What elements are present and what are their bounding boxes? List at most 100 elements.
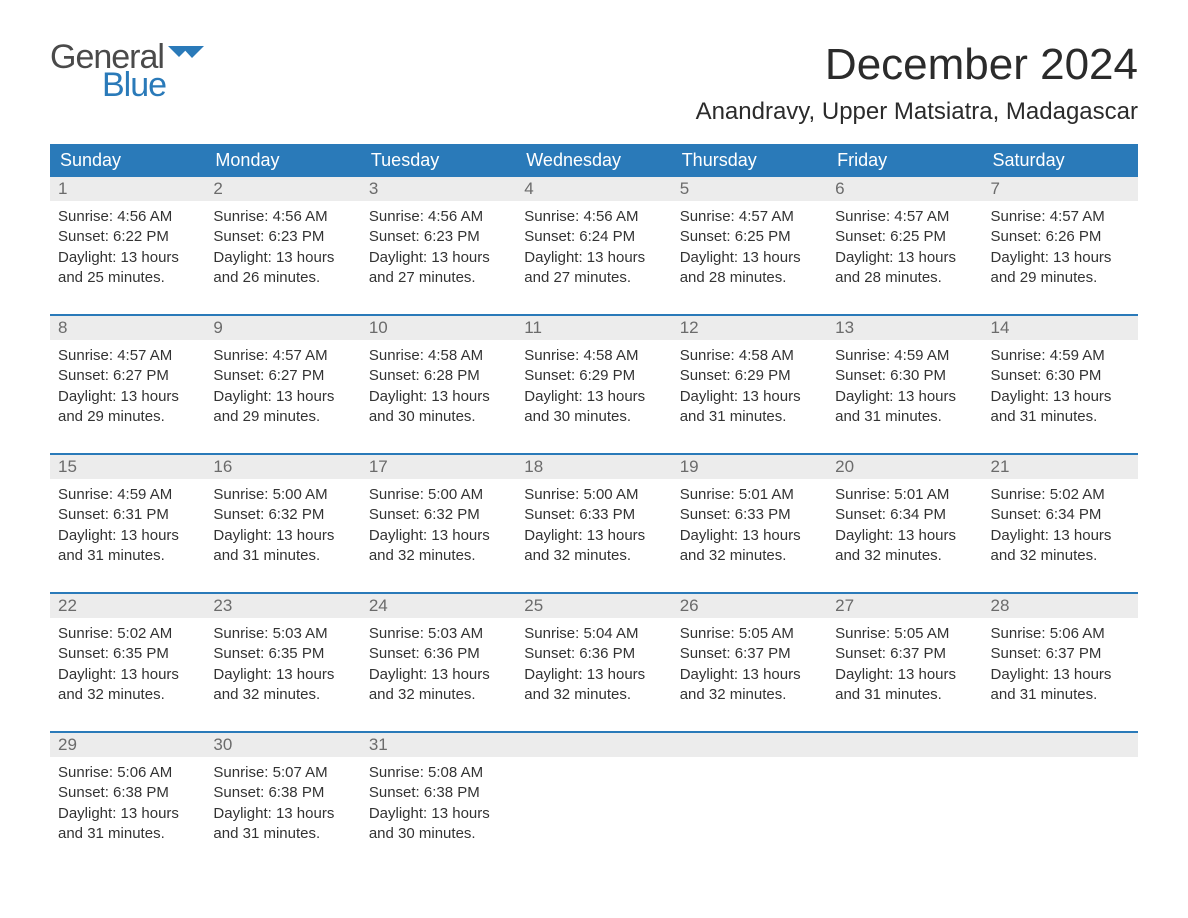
day-details: Sunrise: 4:58 AMSunset: 6:28 PMDaylight:… [361, 340, 516, 435]
detail-sr: Sunrise: 4:58 AM [369, 346, 508, 366]
detail-ss: Sunset: 6:38 PM [58, 783, 197, 803]
detail-d1: Daylight: 13 hours [680, 387, 819, 407]
day-number: 24 [361, 594, 516, 618]
detail-d1: Daylight: 13 hours [369, 248, 508, 268]
detail-d2: and 29 minutes. [58, 407, 197, 427]
detail-ss: Sunset: 6:37 PM [991, 644, 1130, 664]
day-details: Sunrise: 4:58 AMSunset: 6:29 PMDaylight:… [672, 340, 827, 435]
calendar-cell: 25Sunrise: 5:04 AMSunset: 6:36 PMDayligh… [516, 594, 671, 713]
day-details: Sunrise: 4:59 AMSunset: 6:30 PMDaylight:… [983, 340, 1138, 435]
detail-ss: Sunset: 6:29 PM [680, 366, 819, 386]
detail-d1: Daylight: 13 hours [835, 248, 974, 268]
detail-sr: Sunrise: 4:57 AM [680, 207, 819, 227]
day-details: Sunrise: 5:05 AMSunset: 6:37 PMDaylight:… [672, 618, 827, 713]
calendar-cell: 17Sunrise: 5:00 AMSunset: 6:32 PMDayligh… [361, 455, 516, 574]
day-details: Sunrise: 4:57 AMSunset: 6:26 PMDaylight:… [983, 201, 1138, 296]
brand-logo: General Blue [50, 40, 204, 102]
detail-sr: Sunrise: 5:07 AM [213, 763, 352, 783]
detail-d2: and 30 minutes. [369, 407, 508, 427]
detail-d2: and 32 minutes. [991, 546, 1130, 566]
calendar-cell: 14Sunrise: 4:59 AMSunset: 6:30 PMDayligh… [983, 316, 1138, 435]
detail-sr: Sunrise: 5:05 AM [680, 624, 819, 644]
detail-d1: Daylight: 13 hours [680, 248, 819, 268]
detail-d2: and 27 minutes. [524, 268, 663, 288]
calendar-cell: 11Sunrise: 4:58 AMSunset: 6:29 PMDayligh… [516, 316, 671, 435]
detail-ss: Sunset: 6:33 PM [524, 505, 663, 525]
detail-ss: Sunset: 6:23 PM [213, 227, 352, 247]
day-header-friday: Friday [827, 144, 982, 177]
day-number: 22 [50, 594, 205, 618]
detail-sr: Sunrise: 5:02 AM [58, 624, 197, 644]
calendar-cell: 4Sunrise: 4:56 AMSunset: 6:24 PMDaylight… [516, 177, 671, 296]
detail-ss: Sunset: 6:36 PM [369, 644, 508, 664]
detail-sr: Sunrise: 4:57 AM [213, 346, 352, 366]
detail-d2: and 32 minutes. [680, 685, 819, 705]
detail-d1: Daylight: 13 hours [213, 526, 352, 546]
calendar-week: 29Sunrise: 5:06 AMSunset: 6:38 PMDayligh… [50, 731, 1138, 852]
detail-d1: Daylight: 13 hours [213, 387, 352, 407]
day-number: 30 [205, 733, 360, 757]
day-details: Sunrise: 5:03 AMSunset: 6:36 PMDaylight:… [361, 618, 516, 713]
detail-d2: and 31 minutes. [991, 407, 1130, 427]
detail-d2: and 32 minutes. [213, 685, 352, 705]
calendar-cell: 5Sunrise: 4:57 AMSunset: 6:25 PMDaylight… [672, 177, 827, 296]
detail-d1: Daylight: 13 hours [58, 248, 197, 268]
day-number: 13 [827, 316, 982, 340]
calendar-cell: 30Sunrise: 5:07 AMSunset: 6:38 PMDayligh… [205, 733, 360, 852]
detail-d2: and 25 minutes. [58, 268, 197, 288]
day-details: Sunrise: 5:02 AMSunset: 6:34 PMDaylight:… [983, 479, 1138, 574]
detail-d1: Daylight: 13 hours [58, 526, 197, 546]
day-number: 23 [205, 594, 360, 618]
day-details: Sunrise: 5:02 AMSunset: 6:35 PMDaylight:… [50, 618, 205, 713]
detail-d2: and 31 minutes. [58, 824, 197, 844]
detail-d1: Daylight: 13 hours [58, 804, 197, 824]
detail-sr: Sunrise: 5:00 AM [369, 485, 508, 505]
day-details: Sunrise: 5:07 AMSunset: 6:38 PMDaylight:… [205, 757, 360, 852]
detail-ss: Sunset: 6:23 PM [369, 227, 508, 247]
detail-ss: Sunset: 6:38 PM [369, 783, 508, 803]
detail-d1: Daylight: 13 hours [991, 248, 1130, 268]
detail-sr: Sunrise: 5:01 AM [680, 485, 819, 505]
detail-sr: Sunrise: 4:58 AM [524, 346, 663, 366]
day-number: 28 [983, 594, 1138, 618]
detail-sr: Sunrise: 5:05 AM [835, 624, 974, 644]
detail-d1: Daylight: 13 hours [58, 387, 197, 407]
detail-d1: Daylight: 13 hours [991, 665, 1130, 685]
detail-ss: Sunset: 6:37 PM [835, 644, 974, 664]
day-number: 2 [205, 177, 360, 201]
day-number: 15 [50, 455, 205, 479]
calendar-cell [827, 733, 982, 852]
detail-d2: and 32 minutes. [835, 546, 974, 566]
detail-sr: Sunrise: 4:57 AM [58, 346, 197, 366]
day-number: 26 [672, 594, 827, 618]
calendar-cell: 3Sunrise: 4:56 AMSunset: 6:23 PMDaylight… [361, 177, 516, 296]
day-details: Sunrise: 4:59 AMSunset: 6:30 PMDaylight:… [827, 340, 982, 435]
day-number: 10 [361, 316, 516, 340]
day-details: Sunrise: 4:56 AMSunset: 6:24 PMDaylight:… [516, 201, 671, 296]
detail-sr: Sunrise: 5:06 AM [58, 763, 197, 783]
detail-d1: Daylight: 13 hours [369, 526, 508, 546]
day-number [983, 733, 1138, 757]
day-number [827, 733, 982, 757]
detail-d1: Daylight: 13 hours [524, 387, 663, 407]
detail-ss: Sunset: 6:27 PM [213, 366, 352, 386]
calendar-cell: 28Sunrise: 5:06 AMSunset: 6:37 PMDayligh… [983, 594, 1138, 713]
detail-ss: Sunset: 6:25 PM [680, 227, 819, 247]
detail-d1: Daylight: 13 hours [680, 526, 819, 546]
day-number: 4 [516, 177, 671, 201]
day-details: Sunrise: 5:06 AMSunset: 6:38 PMDaylight:… [50, 757, 205, 852]
location-subtitle: Anandravy, Upper Matsiatra, Madagascar [696, 98, 1138, 126]
calendar-cell: 15Sunrise: 4:59 AMSunset: 6:31 PMDayligh… [50, 455, 205, 574]
month-title: December 2024 [696, 40, 1138, 90]
day-details: Sunrise: 5:00 AMSunset: 6:32 PMDaylight:… [361, 479, 516, 574]
day-number: 18 [516, 455, 671, 479]
detail-d2: and 32 minutes. [369, 685, 508, 705]
detail-ss: Sunset: 6:38 PM [213, 783, 352, 803]
day-details: Sunrise: 4:57 AMSunset: 6:27 PMDaylight:… [50, 340, 205, 435]
day-details: Sunrise: 4:56 AMSunset: 6:23 PMDaylight:… [361, 201, 516, 296]
day-header-wednesday: Wednesday [516, 144, 671, 177]
detail-d2: and 31 minutes. [58, 546, 197, 566]
calendar-cell: 7Sunrise: 4:57 AMSunset: 6:26 PMDaylight… [983, 177, 1138, 296]
calendar-cell: 26Sunrise: 5:05 AMSunset: 6:37 PMDayligh… [672, 594, 827, 713]
day-number: 25 [516, 594, 671, 618]
